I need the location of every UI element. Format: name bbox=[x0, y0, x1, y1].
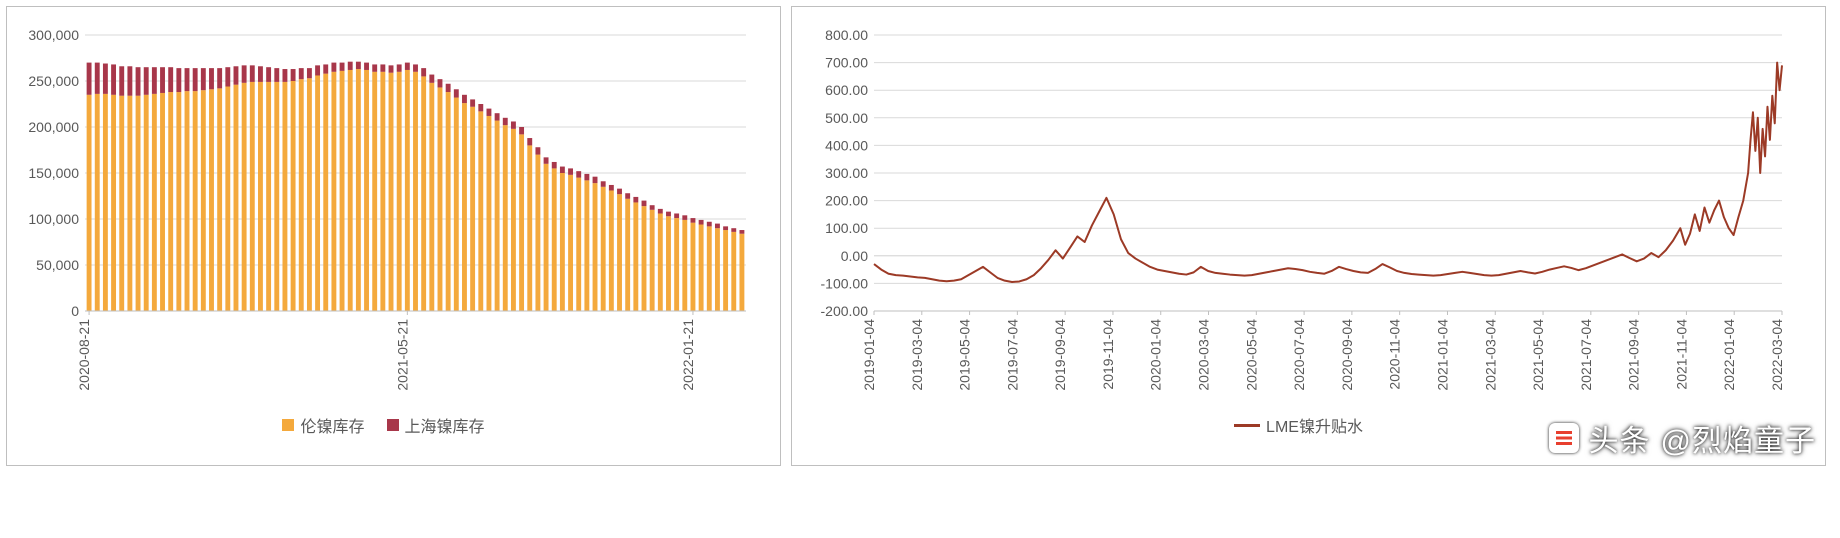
svg-text:600.00: 600.00 bbox=[825, 82, 868, 98]
svg-text:2020-08-21: 2020-08-21 bbox=[76, 319, 92, 391]
svg-text:2021-05-21: 2021-05-21 bbox=[394, 319, 410, 391]
bar-chart-legend: 伦镍库存 上海镍库存 bbox=[17, 413, 750, 437]
svg-text:2020-09-04: 2020-09-04 bbox=[1339, 319, 1355, 391]
svg-text:2019-09-04: 2019-09-04 bbox=[1052, 319, 1068, 391]
svg-text:50,000: 50,000 bbox=[36, 257, 79, 273]
svg-text:2021-11-04: 2021-11-04 bbox=[1673, 319, 1689, 390]
legend-label-lme: LME镍升贴水 bbox=[1266, 413, 1363, 437]
legend-swatch-lme bbox=[1234, 424, 1260, 427]
legend-label-london: 伦镍库存 bbox=[300, 413, 364, 437]
bar-chart-svg: 0 50,000 100,000 150,000 200,000 250,000 300,0… bbox=[17, 27, 752, 407]
line-chart-svg: -200.00 -100.00 0.00 100.00 200.00 300.00 400.… bbox=[802, 27, 1792, 407]
svg-text:2019-03-04: 2019-03-04 bbox=[909, 319, 925, 391]
svg-text:2020-07-04: 2020-07-04 bbox=[1291, 319, 1307, 391]
svg-text:2021-01-04: 2021-01-04 bbox=[1434, 319, 1450, 391]
svg-text:200,000: 200,000 bbox=[28, 119, 79, 135]
svg-text:100,000: 100,000 bbox=[28, 211, 79, 227]
svg-text:-100.00: -100.00 bbox=[821, 275, 869, 291]
svg-text:2021-07-04: 2021-07-04 bbox=[1578, 319, 1594, 391]
svg-text:800.00: 800.00 bbox=[825, 27, 868, 43]
svg-text:300,000: 300,000 bbox=[28, 27, 79, 43]
legend-swatch-shanghai bbox=[387, 419, 399, 431]
svg-text:2020-05-04: 2020-05-04 bbox=[1243, 319, 1259, 391]
svg-text:250,000: 250,000 bbox=[28, 73, 79, 89]
svg-text:2021-03-04: 2021-03-04 bbox=[1482, 319, 1498, 391]
svg-text:0.00: 0.00 bbox=[841, 248, 868, 264]
svg-text:100.00: 100.00 bbox=[825, 220, 868, 236]
legend-item-shanghai: 上海镍库存 bbox=[387, 413, 485, 437]
svg-text:400.00: 400.00 bbox=[825, 137, 868, 153]
svg-text:500.00: 500.00 bbox=[825, 110, 868, 126]
svg-text:-200.00: -200.00 bbox=[821, 303, 869, 319]
svg-text:2020-03-04: 2020-03-04 bbox=[1196, 319, 1212, 391]
legend-item-lme: LME镍升贴水 bbox=[1234, 413, 1363, 437]
svg-text:2022-01-21: 2022-01-21 bbox=[680, 319, 696, 391]
legend-label-shanghai: 上海镍库存 bbox=[405, 413, 485, 437]
svg-text:200.00: 200.00 bbox=[825, 193, 868, 209]
svg-text:300.00: 300.00 bbox=[825, 165, 868, 181]
svg-text:2019-11-04: 2019-11-04 bbox=[1100, 319, 1116, 390]
svg-text:2020-01-04: 2020-01-04 bbox=[1148, 319, 1164, 391]
legend-swatch-london bbox=[282, 419, 294, 431]
svg-text:700.00: 700.00 bbox=[825, 55, 868, 71]
svg-text:2021-09-04: 2021-09-04 bbox=[1626, 319, 1642, 391]
svg-text:2019-01-04: 2019-01-04 bbox=[861, 319, 877, 391]
svg-text:2019-07-04: 2019-07-04 bbox=[1004, 319, 1020, 391]
inventory-bar-chart: 0 50,000 100,000 150,000 200,000 250,000 300,0… bbox=[6, 6, 781, 466]
svg-text:2022-01-04: 2022-01-04 bbox=[1721, 319, 1737, 391]
svg-text:2022-03-04: 2022-03-04 bbox=[1769, 319, 1785, 391]
svg-text:0: 0 bbox=[71, 303, 79, 319]
chart-row: 0 50,000 100,000 150,000 200,000 250,000 300,0… bbox=[6, 6, 1834, 466]
svg-text:2019-05-04: 2019-05-04 bbox=[957, 319, 973, 391]
premium-line-chart: -200.00 -100.00 0.00 100.00 200.00 300.00 400.… bbox=[791, 6, 1826, 466]
legend-item-london: 伦镍库存 bbox=[282, 413, 364, 437]
line-chart-legend: LME镍升贴水 bbox=[802, 413, 1795, 437]
svg-text:150,000: 150,000 bbox=[28, 165, 79, 181]
svg-text:2020-11-04: 2020-11-04 bbox=[1387, 319, 1403, 390]
svg-text:2021-05-04: 2021-05-04 bbox=[1530, 319, 1546, 391]
